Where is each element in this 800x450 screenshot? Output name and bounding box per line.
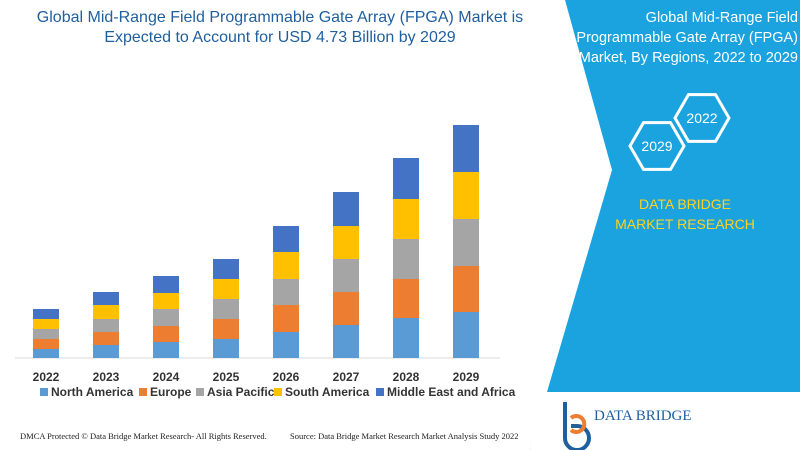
bar-segment	[213, 319, 239, 339]
panel-title: Global Mid-Range Field Programmable Gate…	[576, 10, 798, 66]
bar-segment	[333, 325, 359, 358]
bar-segment	[333, 259, 359, 292]
legend-swatch	[139, 388, 147, 396]
bar-segment	[213, 259, 239, 279]
bar-segment	[393, 318, 419, 358]
bar-segment	[213, 339, 239, 358]
logo-text: DATA BRIDGE	[594, 408, 692, 424]
bar-segment	[333, 292, 359, 325]
bar-segment	[33, 309, 59, 319]
bar-segment	[93, 305, 119, 319]
hexagon-label: 2029	[641, 138, 672, 154]
bar-segment	[33, 319, 59, 329]
bar-segment	[273, 252, 299, 279]
footer-right: Source: Data Bridge Market Research Mark…	[290, 431, 519, 441]
bar-segment	[393, 158, 419, 199]
bar-segment	[333, 226, 359, 259]
bar-segment	[333, 192, 359, 226]
legend-swatch	[376, 388, 384, 396]
bar-segment	[93, 292, 119, 305]
panel-brand: DATA BRIDGE MARKET RESEARCH	[615, 196, 755, 232]
bar-segment	[153, 342, 179, 358]
legend-label: Middle East and Africa	[387, 385, 516, 399]
hexagon	[673, 93, 731, 143]
bar-segment	[393, 239, 419, 279]
legend-label: Asia Pacific	[207, 385, 275, 399]
logo-area	[530, 392, 800, 450]
bar-segment	[453, 266, 479, 312]
hexagon	[628, 121, 686, 171]
bar-segment	[453, 172, 479, 219]
bar-segment	[33, 349, 59, 358]
bar-segment	[453, 312, 479, 358]
logo: DATA BRIDGE	[563, 402, 692, 450]
x-tick-label: 2025	[213, 370, 240, 384]
bar-segment	[153, 309, 179, 326]
x-tick-label: 2023	[93, 370, 120, 384]
x-tick-label: 2022	[33, 370, 60, 384]
x-tick-label: 2028	[393, 370, 420, 384]
x-tick-label: 2026	[273, 370, 300, 384]
hexagon-label: 2022	[686, 110, 717, 126]
x-tick-label: 2027	[333, 370, 360, 384]
bar-segment	[393, 199, 419, 239]
legend-label: North America	[51, 385, 134, 399]
bar-segment	[93, 319, 119, 332]
bar-segment	[273, 305, 299, 332]
side-panel	[530, 0, 800, 450]
bar-segment	[93, 332, 119, 345]
x-tick-label: 2029	[453, 370, 480, 384]
chart-title: Global Mid-Range Field Programmable Gate…	[36, 9, 524, 46]
legend-swatch	[274, 388, 282, 396]
bar-segment	[213, 299, 239, 319]
bar-segment	[453, 125, 479, 172]
bar-segment	[213, 279, 239, 299]
legend-label: South America	[285, 385, 370, 399]
bar-segment	[33, 329, 59, 339]
bar-segment	[273, 226, 299, 252]
bar-segment	[33, 339, 59, 349]
bar-segment	[273, 332, 299, 358]
bar-segment	[393, 279, 419, 318]
bar-segment	[153, 326, 179, 342]
bar-segment	[93, 345, 119, 358]
footer-left: DMCA Protected © Data Bridge Market Rese…	[20, 431, 267, 441]
logo-mark-accent	[569, 414, 587, 434]
legend-swatch	[196, 388, 204, 396]
legend-label: Europe	[150, 385, 192, 399]
bar-segment	[153, 276, 179, 293]
legend-swatch	[40, 388, 48, 396]
x-tick-label: 2024	[153, 370, 180, 384]
bar-segment	[273, 279, 299, 305]
bar-segment	[453, 219, 479, 266]
bar-segment	[153, 293, 179, 309]
